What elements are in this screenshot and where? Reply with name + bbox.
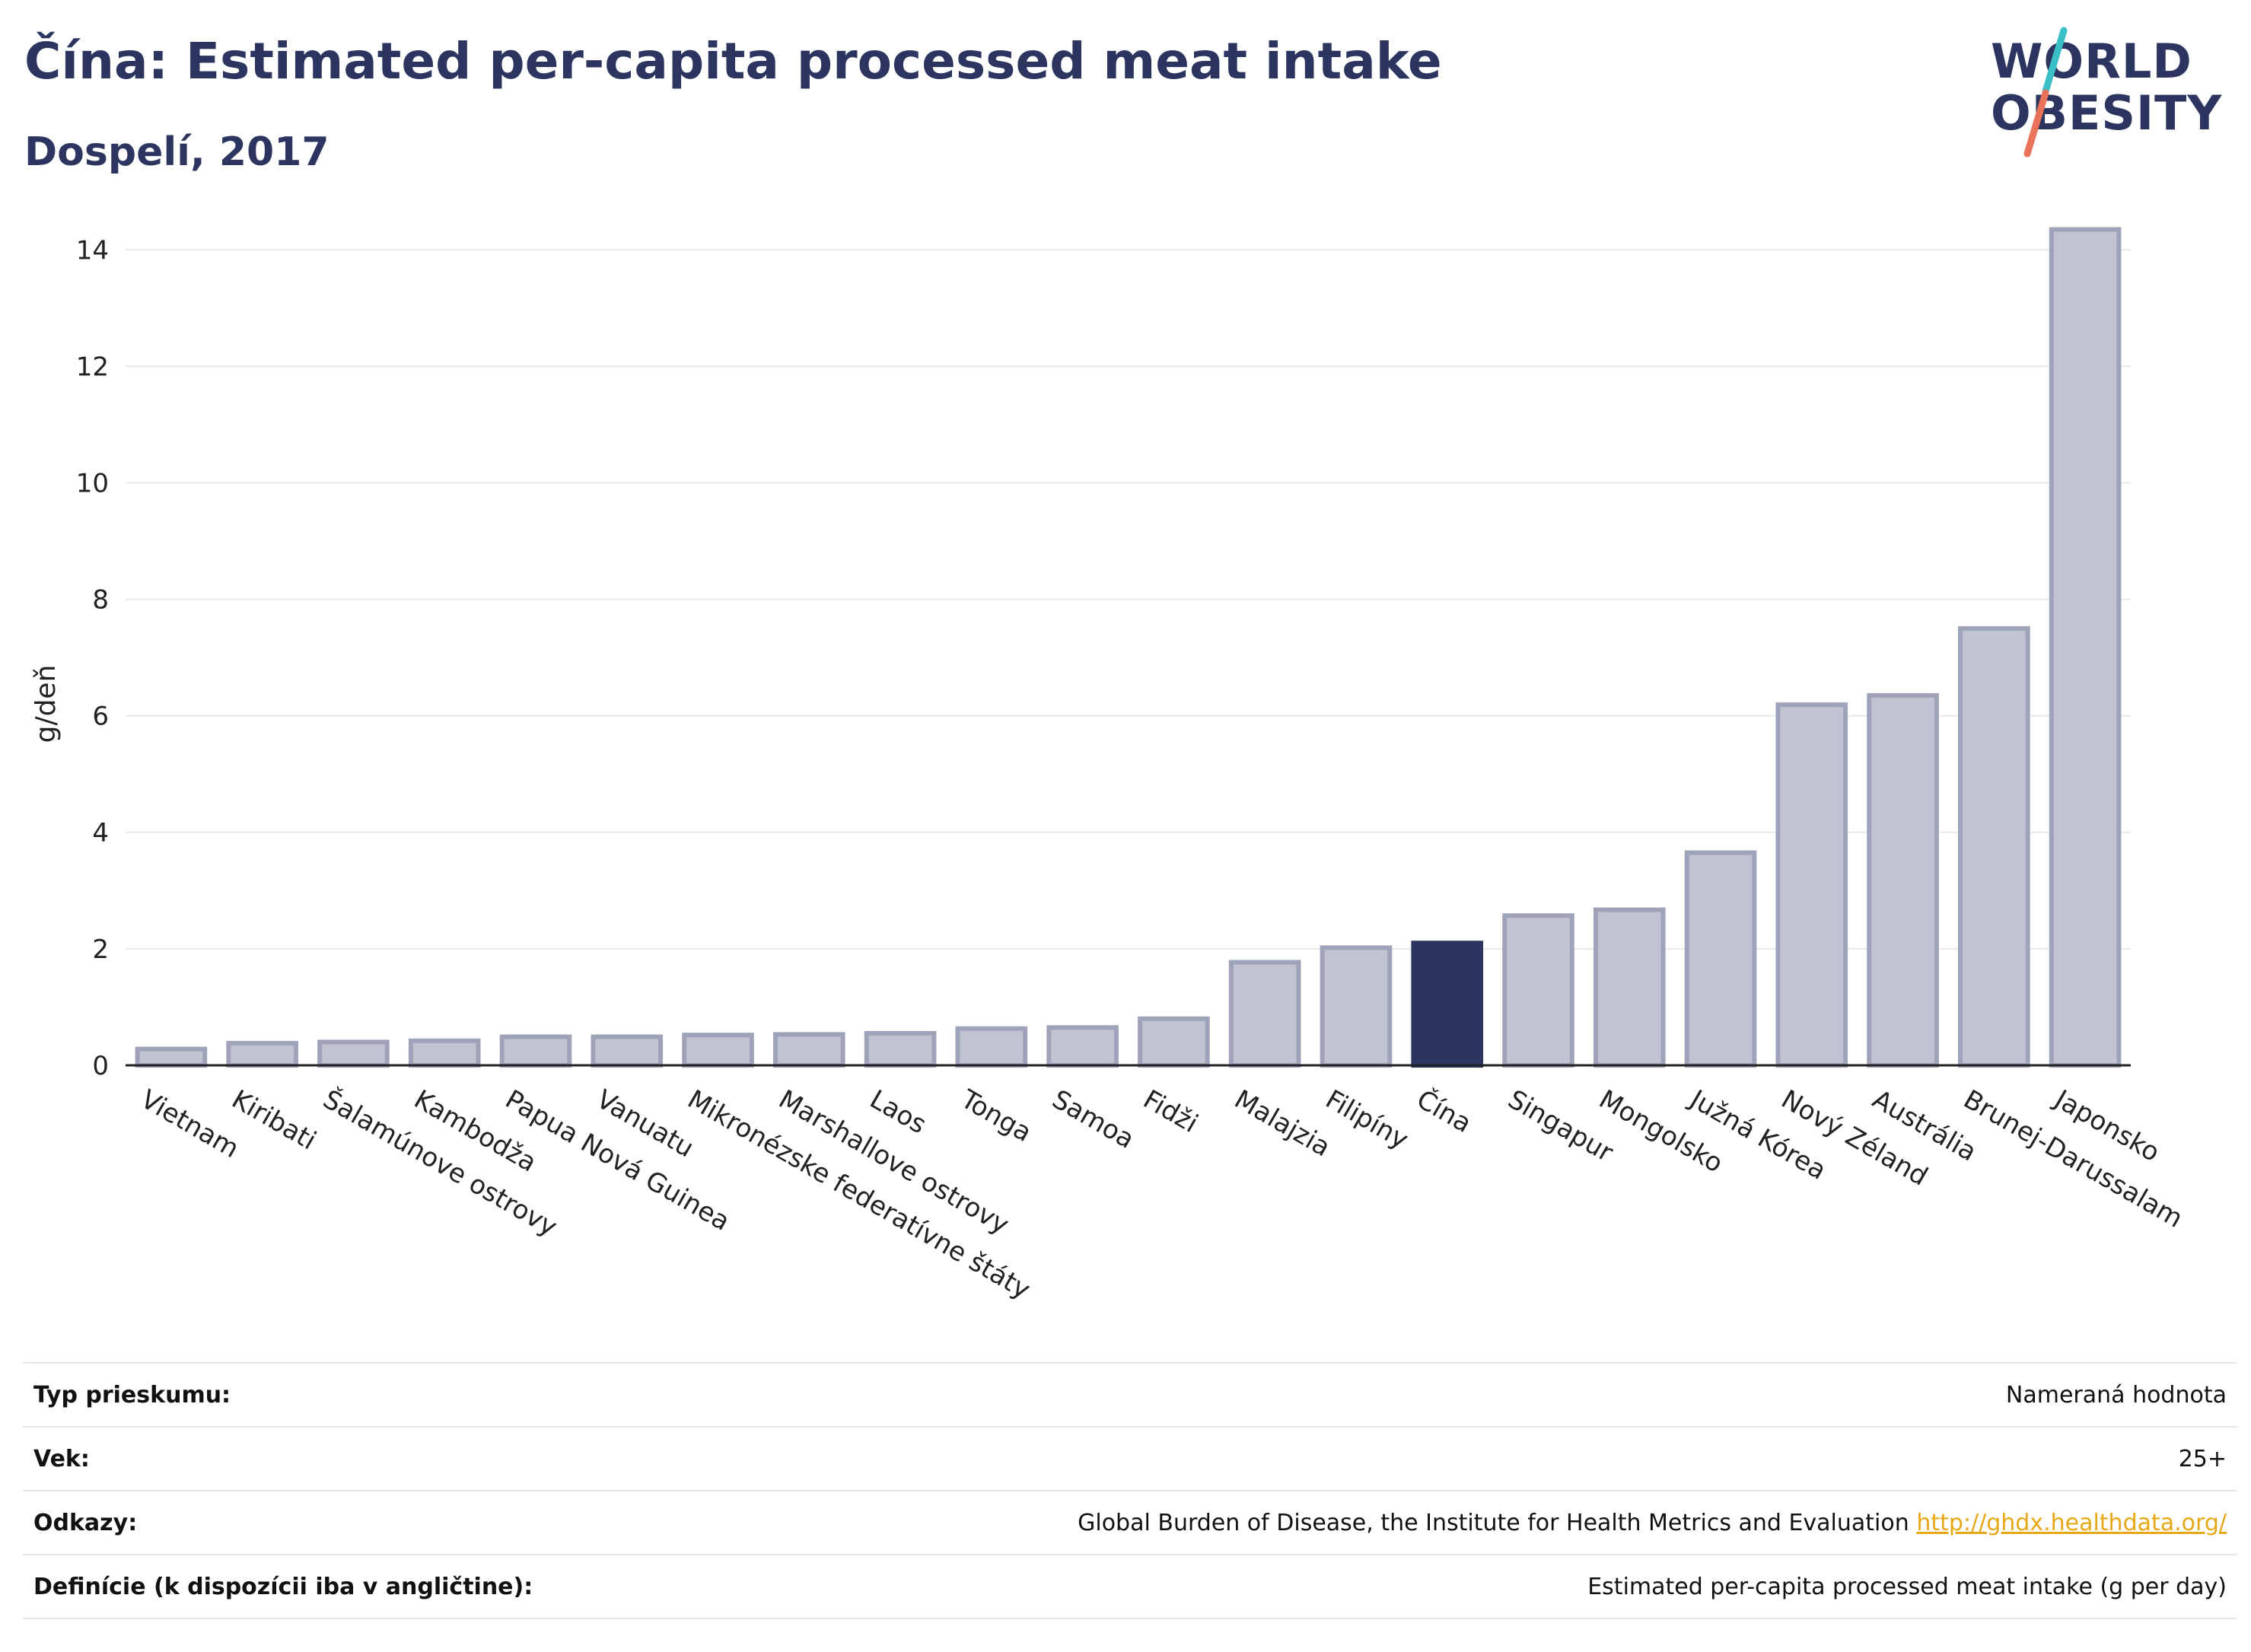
bar [1228, 960, 1301, 1068]
logo-slash-teal [2042, 27, 2068, 95]
x-category-label: Samoa [1047, 1084, 1139, 1155]
bar [1411, 941, 1484, 1068]
bar [1775, 702, 1848, 1068]
bar [591, 1034, 664, 1068]
y-axis-label: g/deň [30, 665, 62, 743]
bar [1320, 945, 1393, 1068]
bar [2049, 227, 2122, 1068]
bar [1593, 907, 1666, 1068]
logo-line1: WORLD [1991, 33, 2192, 89]
y-tick-label: 12 [76, 352, 109, 382]
x-category-label: Tonga [955, 1084, 1036, 1148]
y-tick-label: 2 [92, 934, 109, 965]
logo-slash-coral [2023, 89, 2049, 158]
logo-line2: OBESITY [1991, 85, 2222, 141]
grid-lines [126, 249, 2131, 950]
bar [772, 1032, 845, 1068]
x-category-label: Fidži [1138, 1084, 1202, 1139]
bar [1867, 692, 1939, 1068]
y-tick-labels: 0 2 4 6 8 10 12 14 [76, 235, 109, 1081]
reference-text: Global Burden of Disease, the Institute … [1078, 1509, 1909, 1536]
x-category-label: Vietnam [135, 1084, 244, 1165]
info-table: Typ prieskumu: Nameraná hodnota Vek: 25+… [23, 1362, 2237, 1619]
bar [135, 1046, 208, 1068]
info-value: Estimated per-capita processed meat inta… [1587, 1573, 2227, 1600]
info-row-survey-type: Typ prieskumu: Nameraná hodnota [23, 1362, 2237, 1426]
y-tick-label: 14 [76, 235, 109, 266]
bar [317, 1039, 390, 1068]
y-tick-label: 0 [92, 1051, 109, 1081]
page-title: Čína: Estimated per-capita processed mea… [24, 32, 1442, 91]
bar [1684, 850, 1757, 1068]
x-category-label: Laos [864, 1084, 931, 1141]
x-category-label: Singapur [1503, 1084, 1619, 1169]
bar [1046, 1025, 1119, 1068]
bar [499, 1034, 572, 1068]
reference-link[interactable]: http://ghdx.healthdata.org/ [1916, 1509, 2227, 1536]
bar [1958, 625, 2030, 1068]
info-value: Global Burden of Disease, the Institute … [1078, 1510, 2227, 1536]
y-tick-label: 6 [92, 702, 109, 732]
bar [955, 1026, 1028, 1068]
x-category-label: Filipíny [1320, 1084, 1413, 1156]
bar [1138, 1016, 1210, 1068]
info-key: Definície (k dispozícii iba v angličtine… [33, 1573, 533, 1600]
info-row-references: Odkazy: Global Burden of Disease, the In… [23, 1490, 2237, 1554]
x-category-label: Čína [1412, 1084, 1477, 1139]
x-category-label: Kiribati [227, 1084, 321, 1157]
bar [408, 1038, 481, 1068]
y-tick-label: 4 [92, 818, 109, 848]
info-row-definition: Definície (k dispozícii iba v angličtine… [23, 1554, 2237, 1619]
bar [682, 1033, 754, 1068]
bar [226, 1040, 298, 1068]
bar [1502, 913, 1574, 1068]
world-obesity-logo: WORLD OBESITY [1991, 27, 2222, 158]
bars [135, 227, 2122, 1068]
y-tick-label: 10 [76, 468, 109, 498]
x-category-label: Malajzia [1229, 1084, 1336, 1163]
info-value: Nameraná hodnota [2005, 1381, 2227, 1408]
info-key: Odkazy: [33, 1509, 138, 1536]
info-value: 25+ [2178, 1445, 2227, 1472]
info-row-age: Vek: 25+ [23, 1426, 2237, 1490]
info-key: Vek: [33, 1445, 90, 1472]
page-subtitle: Dospelí, 2017 [24, 129, 330, 175]
bar [864, 1030, 937, 1068]
y-tick-label: 8 [92, 585, 109, 616]
info-key: Typ prieskumu: [33, 1381, 231, 1408]
